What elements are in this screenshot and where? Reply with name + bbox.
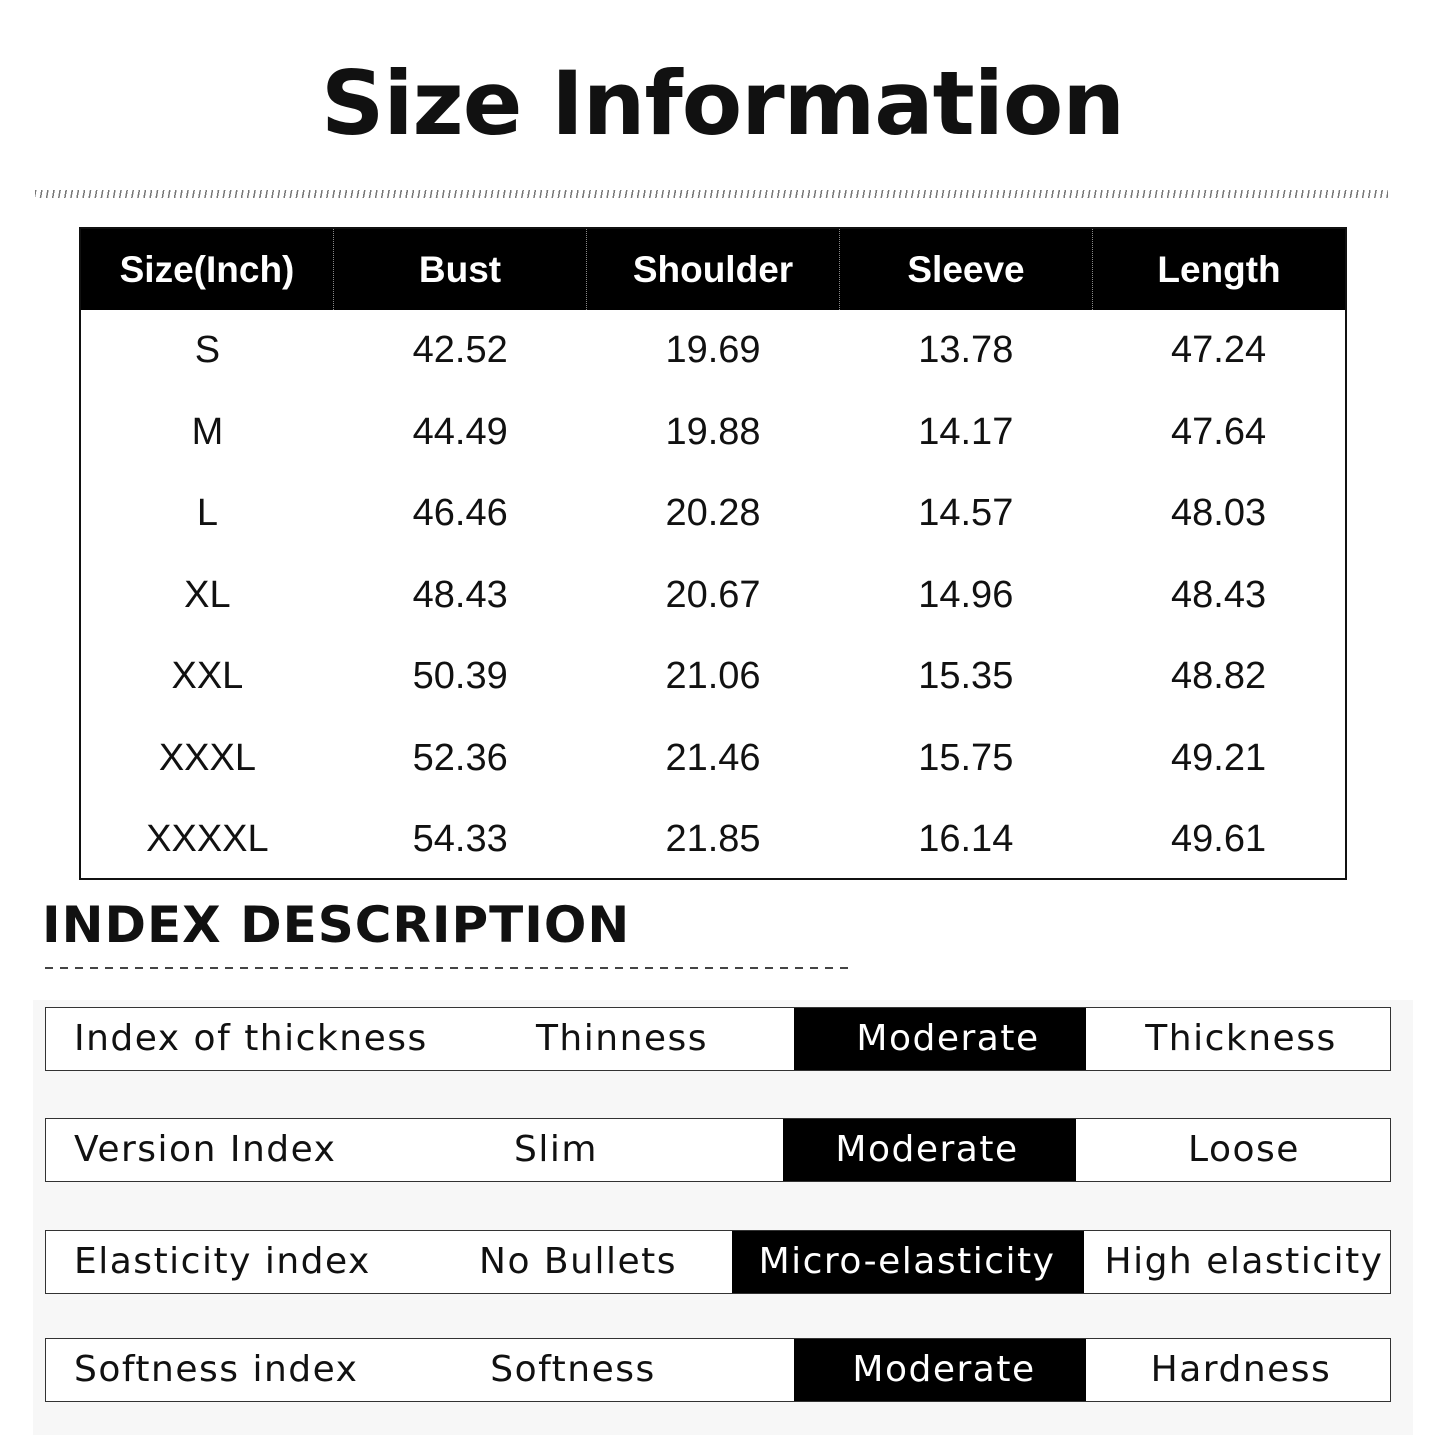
cell-length: 48.82 [1171,655,1267,698]
cell-shoulder: 20.67 [665,573,761,616]
cell-sleeve: 16.14 [918,818,1014,861]
index-row: Elasticity index No Bullets Micro-elastici… [45,1230,1391,1294]
cell-length: 48.43 [1171,573,1267,616]
cell-sleeve: 13.78 [918,329,1014,372]
size-table: Size(Inch) Bust Shoulder Sleeve Length S… [79,227,1347,880]
table-header: Size(Inch) Bust Shoulder Sleeve Length [81,229,1345,310]
cell-length: 47.64 [1171,410,1267,453]
index-label: Elasticity index [74,1241,371,1282]
index-label: Index of thickness [74,1018,428,1059]
index-label: Softness index [74,1349,359,1390]
cell-size: M [191,410,224,453]
table-body: S 42.52 19.69 13.78 47.24 M 44.49 19.88 14.17 47.… [81,310,1345,881]
index-option: No Bullets [479,1241,677,1282]
cell-size: L [196,492,218,535]
table-row: M 44.49 19.88 14.17 47.64 [81,392,1345,474]
table-row: XXXL 52.36 21.46 15.75 49.21 [81,718,1345,800]
index-option-selected: Micro-elasticity [758,1241,1056,1282]
cell-sleeve: 15.75 [918,736,1014,779]
table-row: XXXXL 54.33 21.85 16.14 49.61 [81,799,1345,881]
cell-size: XXL [171,655,244,698]
cell-length: 47.24 [1171,329,1267,372]
cell-bust: 44.49 [412,410,508,453]
index-option: Thinness [535,1018,709,1059]
cell-bust: 42.52 [412,329,508,372]
header-shoulder: Shoulder [586,229,839,310]
selected-highlight [794,1339,1086,1401]
dotted-divider [35,190,1388,198]
index-option: Loose [1188,1129,1300,1170]
index-option-selected: Moderate [856,1018,1040,1059]
table-row: L 46.46 20.28 14.57 48.03 [81,473,1345,555]
index-option: Hardness [1150,1349,1332,1390]
cell-shoulder: 21.06 [665,655,761,698]
cell-size: S [194,329,221,372]
cell-shoulder: 21.46 [665,736,761,779]
cell-shoulder: 19.69 [665,329,761,372]
index-row: Version Index Slim Moderate Loose [45,1118,1391,1182]
cell-length: 48.03 [1171,492,1267,535]
selected-highlight [783,1119,1076,1181]
index-row: Index of thickness Thinness Moderate Thickn… [45,1007,1391,1071]
cell-bust: 50.39 [412,655,508,698]
page-title: Size Information [320,52,1125,155]
header-sleeve: Sleeve [839,229,1092,310]
cell-shoulder: 21.85 [665,818,761,861]
cell-shoulder: 20.28 [665,492,761,535]
index-row: Softness index Softness Moderate Hardness [45,1338,1391,1402]
selected-highlight [732,1231,1084,1293]
index-option: High elasticity [1104,1241,1384,1282]
cell-bust: 46.46 [412,492,508,535]
cell-sleeve: 15.35 [918,655,1014,698]
index-label: Version Index [74,1129,337,1170]
cell-shoulder: 19.88 [665,410,761,453]
cell-length: 49.21 [1171,736,1267,779]
cell-sleeve: 14.96 [918,573,1014,616]
index-option: Softness [490,1349,656,1390]
index-description-title: INDEX DESCRIPTION [42,896,631,954]
selected-highlight [794,1008,1086,1070]
cell-size: XL [184,573,231,616]
cell-length: 49.61 [1171,818,1267,861]
header-size: Size(Inch) [119,248,295,290]
header-length: Length [1092,229,1345,310]
cell-bust: 52.36 [412,736,508,779]
cell-bust: 48.43 [412,573,508,616]
index-option-selected: Moderate [835,1129,1019,1170]
table-row: S 42.52 19.69 13.78 47.24 [81,310,1345,392]
table-row: XL 48.43 20.67 14.96 48.43 [81,555,1345,637]
cell-bust: 54.33 [412,818,508,861]
header-bust: Bust [333,229,586,310]
cell-sleeve: 14.57 [918,492,1014,535]
index-option: Slim [514,1129,598,1170]
cell-size: XXXXL [146,818,269,861]
cell-sleeve: 14.17 [918,410,1014,453]
index-option-selected: Moderate [852,1349,1036,1390]
table-row: XXL 50.39 21.06 15.35 48.82 [81,636,1345,718]
cell-size: XXXL [158,736,256,779]
dashed-divider [45,967,855,969]
index-option: Thickness [1145,1018,1337,1059]
